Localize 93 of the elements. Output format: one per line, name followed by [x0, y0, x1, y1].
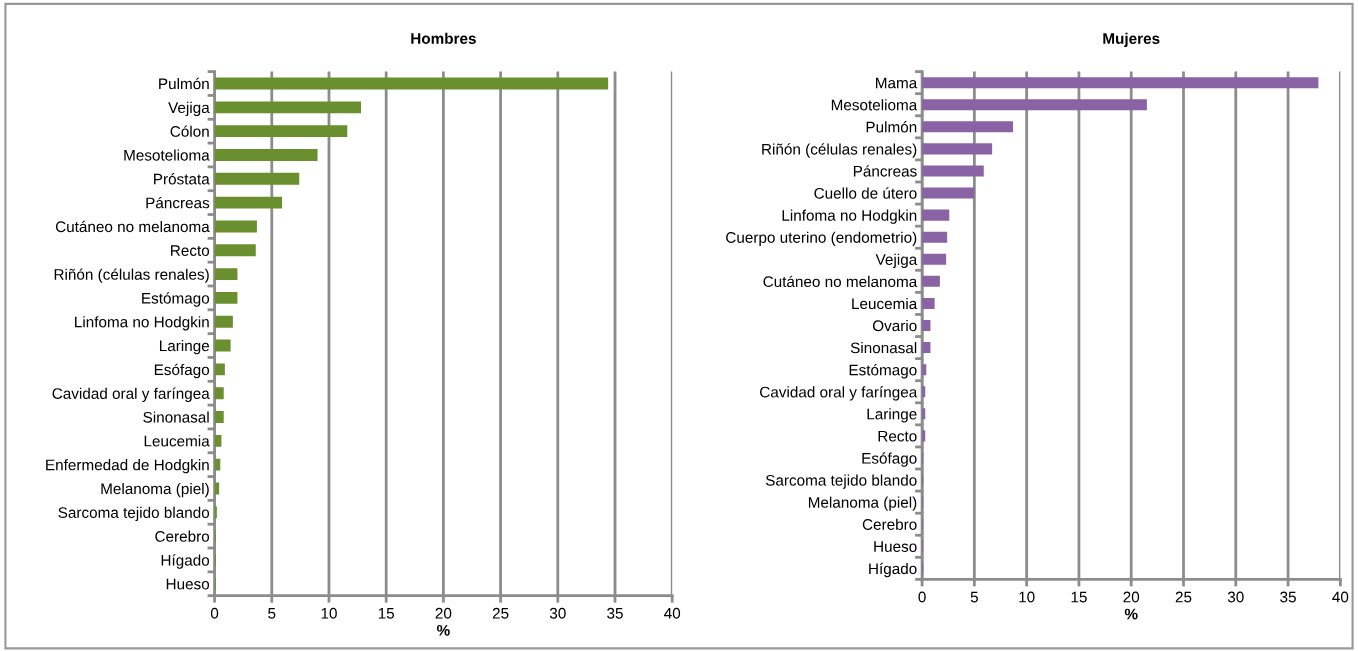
bar: [922, 275, 940, 287]
x-tick-label: 35: [607, 607, 623, 619]
bar: [922, 99, 1147, 111]
bar: [214, 149, 318, 161]
x-tick-label: 30: [549, 607, 566, 619]
x-axis-title: %: [1124, 608, 1138, 620]
bar: [922, 253, 947, 265]
x-tick-label: 15: [1071, 591, 1087, 603]
y-tick-label: Pulmón: [866, 121, 917, 133]
y-tick-label: Sarcoma tejido blando: [58, 506, 210, 521]
y-tick-label: Vejiga: [875, 253, 918, 268]
bar: [214, 77, 609, 90]
x-tick-label: 25: [492, 607, 509, 619]
x-tick-label: 20: [1123, 591, 1140, 603]
bar: [214, 387, 224, 400]
bar: [214, 101, 362, 114]
bar: [214, 196, 283, 209]
bar: [214, 315, 233, 328]
y-tick-label: Linfoma no Hodgkin: [782, 209, 917, 224]
y-tick-label: Cuerpo uterino (endometrio): [726, 231, 917, 246]
bar: [214, 411, 224, 423]
y-tick-label: Páncreas: [853, 165, 917, 177]
x-tick-label: 5: [970, 591, 978, 603]
bar: [922, 231, 948, 243]
bar: [214, 291, 238, 304]
y-tick-label: Ovario: [872, 319, 917, 332]
y-tick-label: Enfermedad de Hodgkin: [46, 459, 209, 474]
chart-title: Mujeres: [1103, 32, 1160, 47]
y-tick-label: Leucemia: [852, 297, 918, 310]
y-tick-label: Esófago: [154, 363, 210, 379]
y-tick-label: Riñón (células renales): [54, 268, 209, 283]
bar: [922, 187, 975, 199]
bar: [214, 220, 257, 233]
bar: [922, 143, 993, 155]
y-tick-label: Laringe: [867, 408, 917, 423]
y-tick-label: Hígado: [869, 562, 917, 578]
y-tick-label: Esófago: [862, 452, 917, 467]
y-tick-label: Cólon: [170, 125, 209, 137]
bar: [214, 339, 231, 352]
y-tick-label: Riñón (células renales): [762, 143, 917, 158]
y-tick-label: Pulmón: [159, 77, 209, 90]
y-tick-label: Cerebro: [862, 518, 917, 530]
x-tick-label: 25: [1175, 591, 1192, 603]
y-tick-label: Cavidad oral y faríngea: [760, 386, 918, 401]
x-tick-label: 0: [918, 591, 926, 603]
x-tick-label: 40: [1332, 591, 1349, 603]
bar: [214, 363, 225, 376]
bar: [214, 125, 348, 138]
x-tick-label: 5: [268, 608, 276, 619]
bar: [214, 244, 256, 257]
y-tick-label: Linfoma no Hodgkin: [75, 316, 209, 331]
bar: [922, 77, 1319, 89]
chart-title: Hombres: [411, 32, 476, 44]
y-tick-label: Sarcoma tejido blando: [765, 474, 917, 489]
x-tick-label: 20: [435, 607, 452, 619]
y-tick-label: Mesotelioma: [124, 149, 210, 161]
y-tick-label: Laringe: [160, 340, 210, 355]
y-tick-label: Cavidad oral y faríngea: [52, 387, 210, 402]
y-tick-label: Cutáneo no melanoma: [763, 275, 918, 288]
y-tick-label: Estómago: [849, 364, 917, 379]
y-tick-label: Sinonasal: [143, 411, 209, 423]
y-tick-label: Vejiga: [168, 101, 210, 117]
bar: [922, 297, 935, 309]
bar: [922, 165, 984, 177]
y-tick-label: Recto: [878, 430, 917, 442]
y-tick-label: Páncreas: [146, 196, 210, 209]
y-tick-label: Estómago: [142, 292, 210, 307]
y-tick-label: Leucemia: [144, 435, 210, 447]
y-tick-label: Cutáneo no melanoma: [55, 220, 210, 233]
x-tick-label: 10: [321, 607, 337, 619]
x-tick-label: 0: [210, 607, 219, 619]
x-axis-title: %: [436, 624, 450, 636]
bar: [922, 209, 950, 221]
bar: [214, 172, 300, 185]
bar: [922, 121, 1014, 133]
x-tick-label: 15: [378, 608, 395, 619]
y-tick-label: Hueso: [166, 578, 210, 590]
y-tick-label: Hígado: [161, 554, 210, 569]
y-tick-label: Mama: [876, 77, 918, 89]
x-tick-label: 10: [1019, 591, 1035, 603]
y-tick-label: Cerebro: [155, 530, 210, 542]
y-tick-label: Próstata: [154, 173, 210, 185]
y-tick-label: Melanoma (piel): [101, 482, 209, 498]
bar: [214, 268, 238, 281]
y-tick-label: Sinonasal: [850, 342, 917, 354]
y-tick-label: Melanoma (piel): [808, 496, 917, 511]
x-tick-label: 30: [1227, 591, 1244, 603]
x-tick-label: 40: [664, 607, 681, 619]
y-tick-label: Mesotelioma: [831, 99, 918, 111]
y-tick-label: Cuello de útero: [814, 187, 917, 199]
y-tick-label: Recto: [171, 245, 210, 256]
x-tick-label: 35: [1280, 591, 1296, 603]
y-tick-label: Hueso: [874, 541, 917, 552]
